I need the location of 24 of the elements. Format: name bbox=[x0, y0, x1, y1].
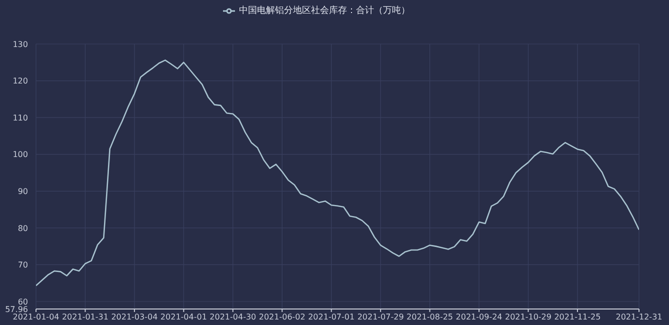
x-tick-label: 2021-04-01 bbox=[160, 312, 207, 322]
y-tick-label: 57.96 bbox=[5, 304, 28, 314]
y-tick-label: 120 bbox=[12, 76, 28, 86]
y-tick-label: 70 bbox=[18, 260, 28, 270]
y-tick-label: 80 bbox=[18, 224, 28, 233]
x-tick-label: 2021-07-01 bbox=[308, 312, 355, 322]
legend-label: 中国电解铝分地区社会库存：合计（万吨） bbox=[239, 6, 410, 16]
x-tick-label: 2021-09-24 bbox=[456, 312, 502, 322]
line-series bbox=[36, 60, 639, 286]
y-tick-label: 100 bbox=[12, 150, 28, 160]
x-tick-label: 2021-12-31 bbox=[616, 312, 662, 322]
x-tick-label: 2021-01-04 bbox=[12, 312, 60, 322]
y-tick-label: 90 bbox=[18, 186, 28, 196]
x-tick-label: 2021-04-30 bbox=[210, 312, 256, 322]
x-tick-label: 2021-07-29 bbox=[357, 312, 404, 322]
x-tick-label: 2021-03-04 bbox=[111, 312, 158, 322]
x-tick-label: 2021-10-29 bbox=[504, 312, 552, 322]
x-tick-label: 2021-11-25 bbox=[554, 312, 601, 322]
y-tick-label: 110 bbox=[12, 113, 28, 122]
x-tick-label: 2021-06-02 bbox=[258, 312, 306, 322]
x-tick-label: 2021-08-25 bbox=[406, 312, 454, 322]
x-tick-label: 2021-01-31 bbox=[62, 312, 108, 322]
y-tick-label: 60 bbox=[18, 297, 28, 306]
y-tick-label: 130 bbox=[12, 40, 28, 49]
